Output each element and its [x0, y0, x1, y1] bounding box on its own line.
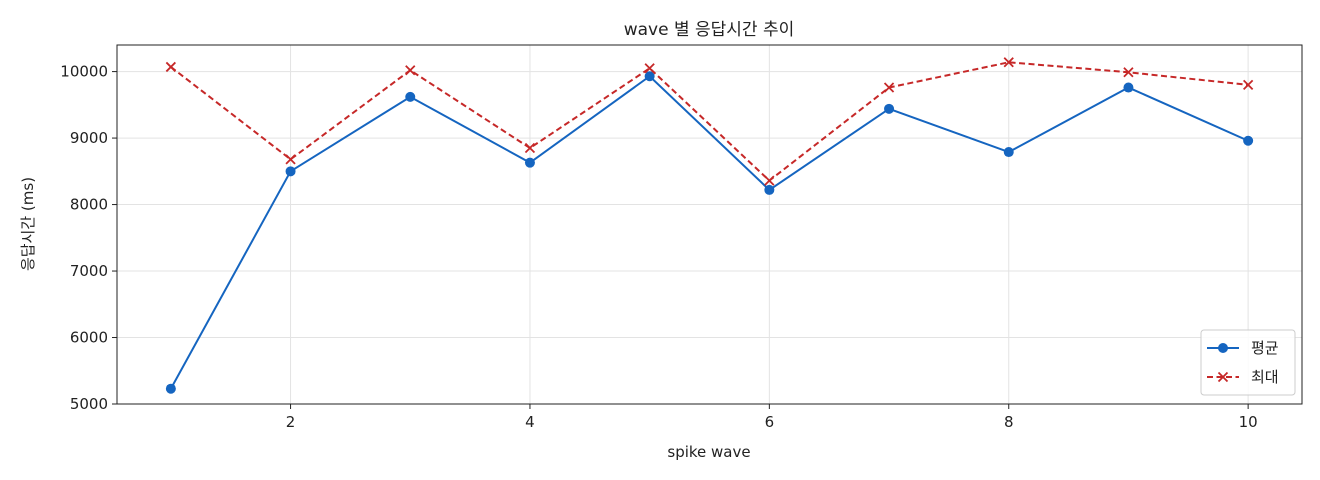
series-1	[165, 71, 1254, 394]
y-tick-label: 5000	[70, 395, 108, 413]
data-point	[524, 142, 536, 154]
data-point	[524, 157, 535, 168]
data-point	[883, 82, 895, 93]
data-point	[285, 154, 296, 165]
y-tick-label: 7000	[70, 262, 108, 280]
legend-box	[1200, 329, 1296, 396]
legend-label: 최대	[1251, 368, 1279, 386]
data-point	[644, 63, 655, 74]
series-group	[165, 57, 1254, 394]
data-point	[1123, 82, 1134, 93]
data-point	[1243, 79, 1254, 91]
y-tick-label: 10000	[60, 63, 108, 81]
data-point	[1003, 57, 1014, 68]
legend-label: 평균	[1251, 339, 1279, 357]
data-point	[285, 166, 296, 177]
legend-marker	[1218, 343, 1228, 353]
x-tick-label: 6	[765, 413, 775, 431]
data-point	[165, 61, 177, 73]
x-tick-label: 8	[1004, 413, 1014, 431]
plot-frame	[116, 44, 1303, 405]
x-tick-label: 4	[525, 413, 535, 431]
series-line	[170, 61, 1249, 182]
data-point	[165, 383, 176, 394]
y-tick-label: 6000	[70, 329, 108, 347]
data-point	[884, 103, 895, 114]
series-2	[165, 57, 1254, 186]
x-axis-label: spike wave	[667, 443, 750, 461]
data-point	[764, 184, 775, 195]
data-point	[405, 65, 416, 76]
y-tick-label: 9000	[70, 129, 108, 147]
axis-ticks: 2 4 6 8 10 5000 6000 7000 8000 9000 10000	[60, 63, 1257, 431]
y-tick-label: 8000	[70, 196, 108, 214]
legend-item: 최대	[1207, 368, 1279, 386]
y-axis-label: 응답시간 (ms)	[19, 177, 37, 271]
data-point	[405, 91, 416, 102]
series-line	[169, 74, 1249, 390]
chart-title: wave 별 응답시간 추이	[624, 20, 795, 40]
x-tick-label: 2	[286, 413, 296, 431]
data-point	[1243, 135, 1254, 146]
data-point	[1123, 67, 1134, 78]
grid	[117, 45, 1302, 405]
legend-item: 평균	[1207, 339, 1279, 357]
x-tick-label: 10	[1239, 413, 1258, 431]
data-point	[1003, 147, 1014, 158]
legend-marker	[1217, 371, 1229, 383]
data-point	[764, 175, 775, 186]
data-point	[644, 71, 655, 82]
